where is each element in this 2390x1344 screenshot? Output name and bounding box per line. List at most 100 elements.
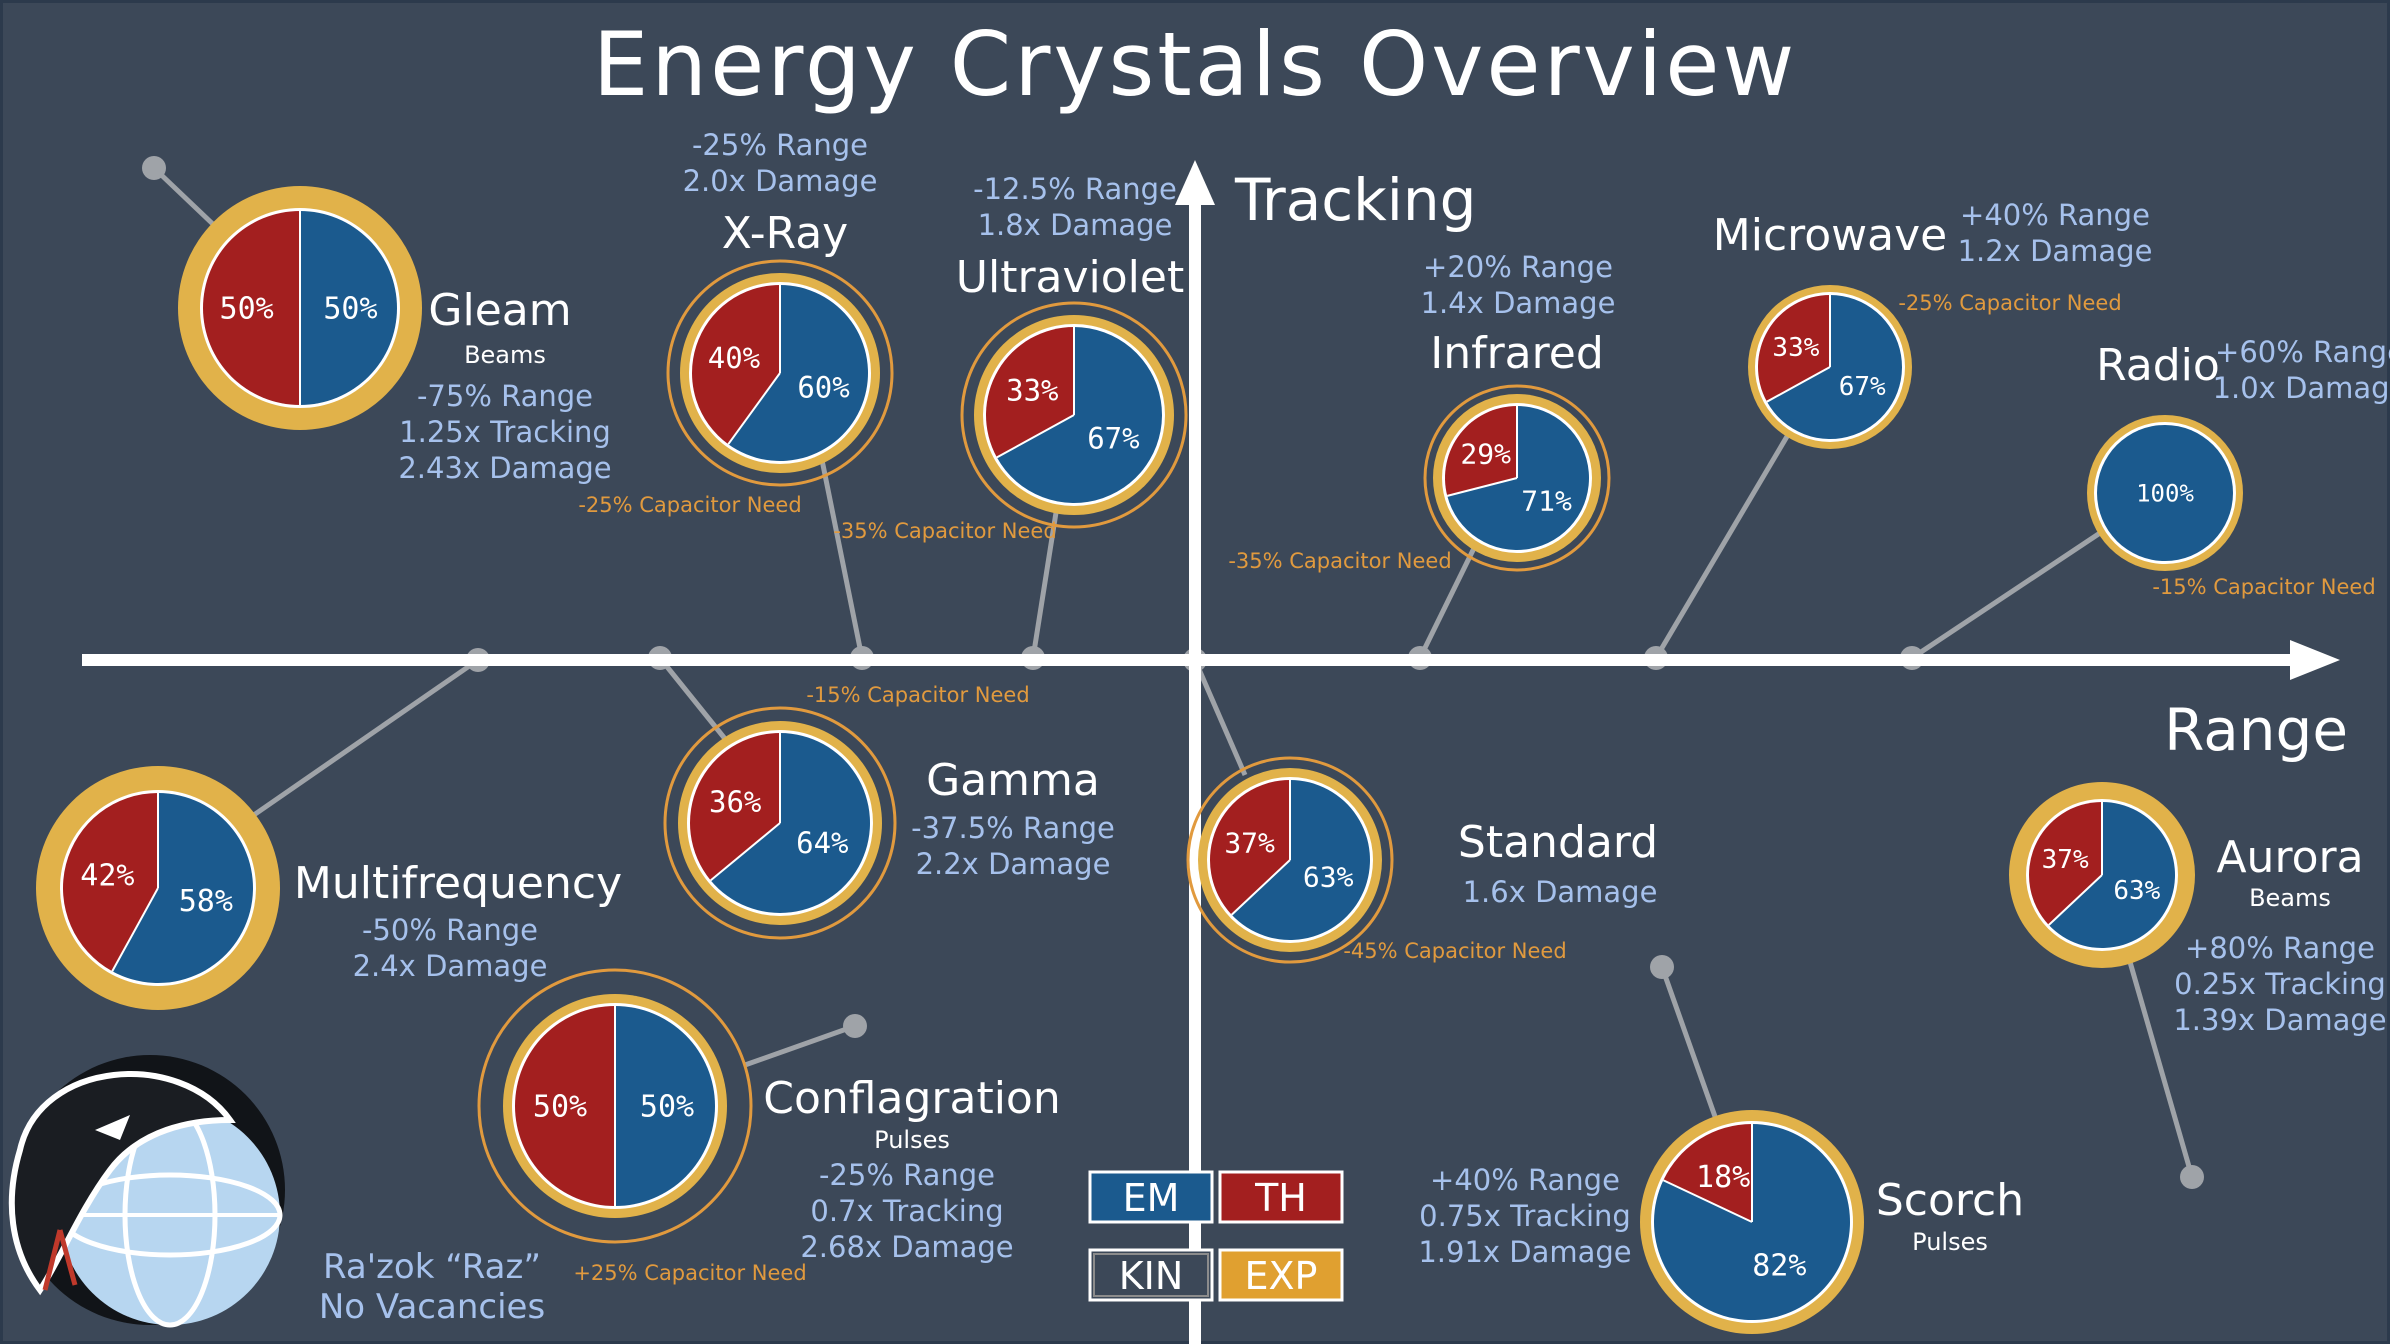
x-ray-stat: -25% Range	[692, 128, 868, 162]
x-ray-name: X-Ray	[722, 208, 848, 259]
gamma-stat: 2.2x Damage	[916, 847, 1111, 881]
aurora-connector-line	[2125, 954, 2195, 1178]
conflagration-stat: 0.7x Tracking	[810, 1194, 1003, 1228]
conflagration-stat: 2.68x Damage	[800, 1230, 1013, 1264]
gamma-pie-divider	[710, 822, 781, 882]
multifrequency-stat: 2.4x Damage	[353, 949, 548, 983]
x-ray-connector-line	[819, 459, 865, 659]
scorch-pie-thermal-slice	[1663, 1124, 1752, 1222]
axes: Tracking Range	[82, 160, 2348, 1344]
ultraviolet-thermal-percent: 33%	[1006, 374, 1058, 408]
gleam-thermal-percent: 50%	[220, 292, 274, 327]
gleam-name: Gleam	[428, 285, 571, 336]
multifrequency-connector-line	[233, 657, 480, 831]
conflagration-connector-line	[744, 1023, 856, 1068]
infrared-capacitor-need: -35% Capacitor Need	[1228, 549, 1451, 573]
legend-kin-swatch	[1088, 1248, 1214, 1302]
scorch-connector-line	[1659, 966, 1721, 1126]
damage-legend: EM TH KIN EXP	[1088, 1170, 1344, 1302]
infrared-thermal-percent: 29%	[1460, 438, 1511, 471]
radio-capacitor-need: -15% Capacitor Need	[2152, 575, 2375, 599]
aurora-name: Aurora	[2216, 832, 2363, 883]
legend-th-label: TH	[1254, 1176, 1307, 1220]
infrared-pie-thermal-slice	[1444, 406, 1517, 496]
radio-pie-em-slice	[2097, 425, 2233, 561]
legend-kin-label: KIN	[1119, 1254, 1184, 1298]
gamma-pie-thermal-slice	[689, 733, 780, 881]
gamma-em-percent: 64%	[796, 826, 848, 860]
author-name: Ra'zok “Raz”	[323, 1247, 541, 1287]
gleam-em-percent: 50%	[323, 292, 377, 327]
microwave-pie-thermal-slice	[1758, 295, 1830, 402]
infrared-em-percent: 71%	[1521, 485, 1572, 518]
gleam-pie-em-slice	[300, 211, 397, 405]
standard-capacitor-need: -45% Capacitor Need	[1343, 939, 1566, 963]
gamma-outer-ring	[663, 706, 897, 940]
standard-thermal-percent: 37%	[1224, 826, 1275, 859]
scorch-thermal-percent: 18%	[1696, 1160, 1750, 1195]
multifrequency-pie-divider	[111, 887, 159, 972]
legend-em-swatch	[1088, 1170, 1214, 1224]
microwave-em-percent: 67%	[1839, 372, 1886, 402]
x-ray-stat: 2.0x Damage	[683, 164, 878, 198]
aurora-connector-dot	[2180, 1165, 2204, 1189]
radio-stat: +60% Range	[2215, 335, 2390, 369]
legend-kin-inner	[1093, 1253, 1209, 1297]
legend-th-swatch	[1218, 1170, 1344, 1224]
gleam-stat: -75% Range	[417, 379, 593, 413]
scorch-em-percent: 82%	[1752, 1249, 1806, 1284]
range-axis-arrow-icon	[2290, 640, 2340, 680]
conflagration-capacitor-need: +25% Capacitor Need	[573, 1261, 806, 1285]
author-group: No Vacancies	[319, 1287, 545, 1327]
x-ray-thermal-percent: 40%	[708, 341, 760, 375]
legend-em-label: EM	[1123, 1176, 1180, 1220]
microwave-pie-divider	[1766, 366, 1831, 403]
logo-serpent-tongue-icon	[42, 1229, 78, 1291]
scorch-connector-dot	[1650, 955, 1674, 979]
scorch-stat: 0.75x Tracking	[1419, 1199, 1631, 1233]
multifrequency-stat: -50% Range	[362, 913, 538, 947]
aurora-pie-thermal-slice	[2029, 802, 2102, 925]
author-logo	[8, 1055, 285, 1328]
range-axis-label: Range	[2164, 696, 2348, 764]
gleam-pie-thermal-slice	[203, 211, 300, 405]
aurora-em-percent: 63%	[2113, 876, 2160, 906]
infrared-name: Infrared	[1430, 328, 1604, 379]
scorch-type: Pulses	[1912, 1228, 1988, 1256]
scorch-stat: +40% Range	[1430, 1163, 1620, 1197]
ultraviolet-pie-thermal-slice	[985, 327, 1074, 458]
aurora-stat: 1.39x Damage	[2173, 1003, 2386, 1037]
diagram-title: Energy Crystals Overview	[593, 13, 1798, 116]
standard-name: Standard	[1458, 817, 1658, 868]
aurora-pie-em-slice	[2048, 802, 2175, 949]
aurora-type: Beams	[2249, 884, 2331, 912]
radio-connector-line	[1910, 530, 2102, 661]
scorch-name: Scorch	[1876, 1175, 2024, 1226]
tracking-axis-label: Tracking	[1234, 166, 1476, 234]
radio-em-percent: 100%	[2136, 479, 2194, 507]
standard-connector-line	[1192, 659, 1248, 776]
ultraviolet-em-percent: 67%	[1087, 421, 1139, 455]
gamma-connector-line	[658, 656, 732, 747]
gamma-thermal-percent: 36%	[709, 785, 761, 819]
microwave-capacitor-need: -25% Capacitor Need	[1898, 291, 2121, 315]
x-ray-em-percent: 60%	[797, 370, 849, 404]
standard-pie-divider	[1230, 859, 1291, 916]
gleam-stat: 2.43x Damage	[398, 451, 611, 485]
infrared-stat: 1.4x Damage	[1421, 286, 1616, 320]
ultraviolet-stat: 1.8x Damage	[978, 208, 1173, 242]
tracking-axis-arrow-icon	[1175, 160, 1215, 205]
infrared-pie-divider	[1447, 477, 1518, 497]
microwave-stat: +40% Range	[1960, 198, 2150, 232]
ultraviolet-pie-divider	[996, 414, 1075, 459]
infrared-stat: +20% Range	[1423, 250, 1613, 284]
